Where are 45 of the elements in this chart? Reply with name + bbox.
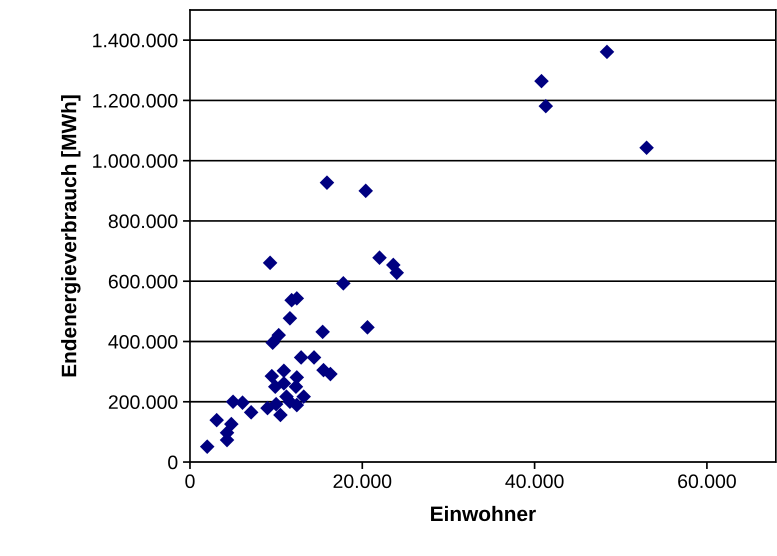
point: [260, 400, 275, 416]
y-tick-label: 1.000.000: [93, 154, 178, 168]
point: [296, 389, 311, 404]
x-tick-label: 0: [185, 474, 195, 488]
x-tick-label: 40.000: [505, 474, 564, 488]
point: [209, 412, 224, 428]
point: [360, 320, 375, 335]
point: [271, 328, 286, 342]
point: [262, 256, 278, 270]
point: [372, 250, 387, 266]
point: [200, 439, 214, 454]
point: [244, 405, 258, 420]
y-tick-label: 400.000: [108, 334, 178, 349]
point: [306, 350, 322, 365]
point: [336, 276, 351, 291]
y-tick-label: 1.200.000: [93, 94, 178, 108]
point: [264, 368, 280, 384]
y-tick-label: 800.000: [108, 214, 178, 228]
point: [538, 98, 554, 114]
point: [276, 363, 292, 378]
point: [290, 398, 304, 412]
point: [265, 335, 280, 350]
y-tick-label: 600.000: [108, 274, 178, 288]
y-tick-label: 200.000: [108, 395, 178, 410]
y-axis-title: Endenergieverbrauch [MWh]: [61, 95, 81, 376]
point: [639, 140, 654, 156]
y-tick-label: 1.400.000: [93, 34, 178, 48]
point: [273, 408, 288, 422]
x-tick-label: 60.000: [678, 474, 736, 488]
x-tick-label: 20.000: [334, 474, 392, 488]
y-tick-label: 0: [168, 456, 178, 470]
point: [276, 376, 292, 391]
point: [389, 266, 404, 280]
point: [268, 396, 284, 412]
point: [358, 184, 374, 198]
x-axis-title: Einwohner: [431, 506, 536, 522]
point: [600, 44, 614, 60]
point: [323, 366, 338, 382]
point: [235, 395, 250, 410]
point: [294, 350, 308, 365]
point: [320, 175, 334, 190]
point: [224, 416, 239, 432]
point: [534, 74, 549, 88]
point: [315, 324, 330, 340]
point: [282, 311, 298, 326]
